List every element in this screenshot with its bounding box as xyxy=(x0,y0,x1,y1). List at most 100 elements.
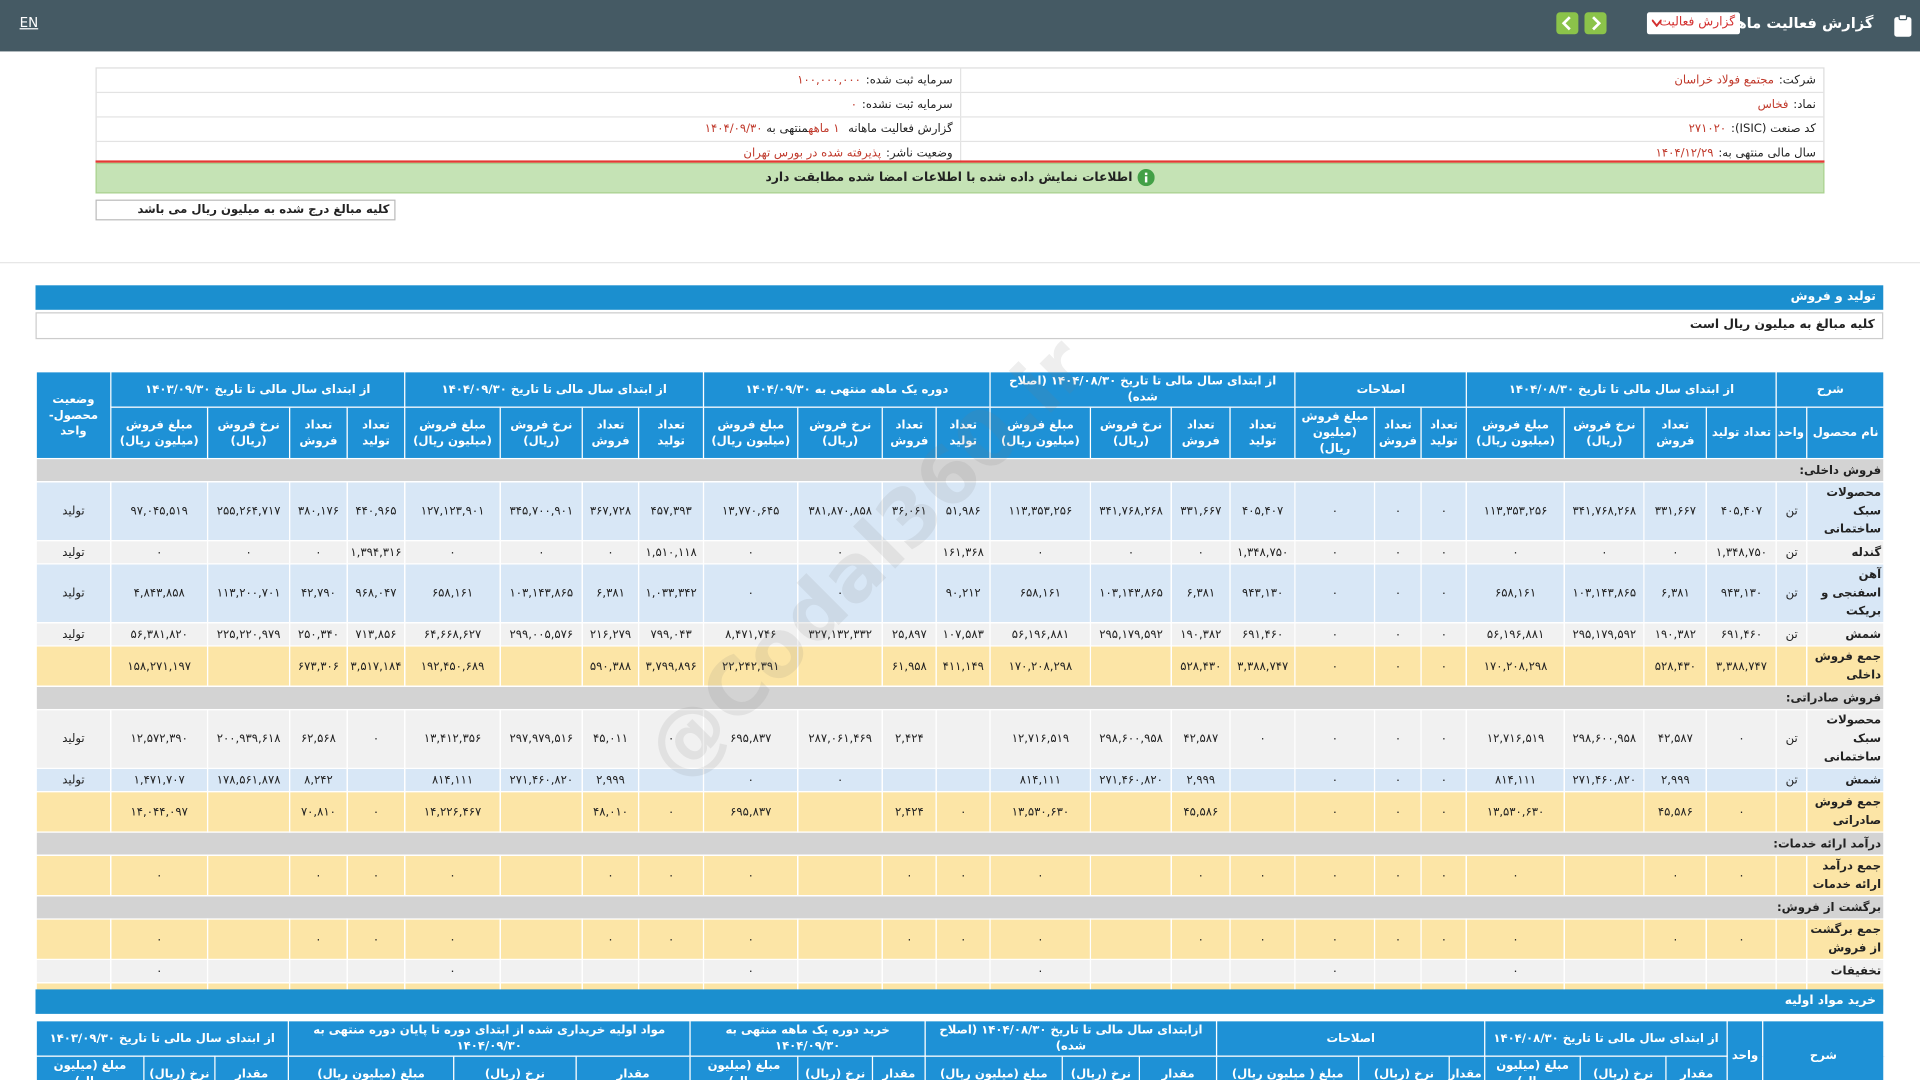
table-cell: ۰ xyxy=(1420,767,1468,793)
next-button[interactable] xyxy=(1584,12,1607,35)
table-cell xyxy=(1090,645,1173,687)
table-row: شمش تن ۶۹۱,۴۶۰ ۱۹۰,۳۸۲ ۲۹۵,۱۷۹,۵۹۲ ۵۶,۱۹۶,۸۸۱… xyxy=(35,622,1885,647)
table-cell: ۸۱۴,۱۱۱ xyxy=(989,767,1092,793)
column-header: تعداد تولید xyxy=(638,406,705,460)
column-header: مقدار xyxy=(1448,1055,1486,1080)
prev-button[interactable] xyxy=(1556,12,1579,35)
table-cell: ۱۲,۷۱۶,۵۱۹ xyxy=(1465,708,1566,769)
info-label: کد صنعت (ISIC): xyxy=(1731,122,1816,136)
table-cell: ۱۰۷,۵۸۳ xyxy=(935,622,991,647)
table-cell: ۰ xyxy=(1374,622,1422,647)
info-label: سرمایه ثبت شده: xyxy=(865,73,953,87)
info-label: وضعیت ناشر: xyxy=(886,146,953,161)
raw-materials-table: شرح واحد از ابتدای سال مالی تا تاریخ ۱۴۰۴/… xyxy=(35,1020,1885,1080)
language-link[interactable]: EN xyxy=(19,14,39,31)
group-header: ازابتدای سال مالی تا تاریخ ۱۴۰۴/۰۸/۳۰ (ا… xyxy=(924,1020,1218,1057)
column-header: مبلغ (میلیون ریال) xyxy=(1484,1055,1581,1080)
info-row: نماد: فخاس سرمایه ثبت نشده:۰ xyxy=(96,93,1824,118)
table-cell: ۱۹۲,۴۵۰,۶۸۹ xyxy=(404,645,501,687)
table-cell xyxy=(797,645,884,687)
table-cell: ۰ xyxy=(1294,481,1376,542)
table-cell: ۰ xyxy=(935,791,991,833)
table-cell: ۰ xyxy=(581,540,640,565)
table-cell: ۶۹۱,۴۶۰ xyxy=(1229,622,1296,647)
table-cell: ۰ xyxy=(638,854,705,897)
column-header: تعداد تولید xyxy=(1420,406,1468,460)
table-cell: ۱,۵۱۰,۱۱۸ xyxy=(638,540,705,565)
table-cell: ۰ xyxy=(1705,708,1778,769)
table-cell: ۰ xyxy=(346,918,406,961)
table-row: جمع درآمد ارائه خدمات ۰ ۰ ۰ ۰ ۰ ۰ ۰ ۰ ۰ ۰ ۰ ۰ ۰ ۰ ۰ ۰ ۰ ۰ xyxy=(35,854,1885,897)
table-cell: ۲,۹۹۹ xyxy=(1170,767,1231,793)
report-select[interactable]: گزارش فعالیت xyxy=(1646,12,1741,35)
info-cell: سرمایه ثبت نشده:۰ xyxy=(97,93,960,116)
table-cell: ۲۹۹,۰۰۵,۵۷۶ xyxy=(499,622,583,647)
table-cell: ۳۲۷,۱۳۲,۳۳۲ xyxy=(797,622,884,647)
group-header: واحد xyxy=(1726,1020,1764,1080)
table-cell: ۰ xyxy=(1229,708,1296,769)
column-header: تعداد فروش xyxy=(289,406,348,460)
table-cell: ۰ xyxy=(1294,563,1376,624)
column-header: نرخ (ریال) xyxy=(1579,1055,1667,1080)
table-cell: ۰ xyxy=(1294,918,1376,961)
table-row: تخفیفات ۰ ۰ ۰ ۰ ۰ ۰ xyxy=(35,958,1885,984)
table-cell xyxy=(881,958,937,984)
info-value: ۱ ماهه xyxy=(808,122,840,136)
top-bar: گزارش فعالیت ماهانه گزارش فعالیت EN xyxy=(0,0,1920,52)
table-cell: ۳,۳۸۸,۷۴۷ xyxy=(1229,645,1296,687)
table-cell xyxy=(1563,958,1645,984)
table-cell: ۸,۴۷۱,۷۴۶ xyxy=(702,622,799,647)
info-value: فخاس xyxy=(1757,97,1789,112)
table-cell: ۲۸۷,۰۶۱,۴۶۹ xyxy=(797,708,884,769)
column-header: مبلغ ( میلیون ریال) xyxy=(1216,1055,1360,1080)
table-cell: ۷۹۹,۰۴۳ xyxy=(638,622,705,647)
info-cell: شرکت: مجتمع فولاد خراسان xyxy=(960,68,1823,92)
table-cell: ۲۹۷,۹۷۹,۵۱۶ xyxy=(499,708,583,769)
table-cell: ۲۵۵,۲۶۴,۷۱۷ xyxy=(206,481,291,542)
group-header: شرح xyxy=(1775,371,1885,408)
table-cell: ۱۳,۵۳۰,۶۳۰ xyxy=(989,791,1092,833)
table-cell: ۶۴,۶۶۸,۶۲۷ xyxy=(404,622,501,647)
table-cell: ۰ xyxy=(1420,540,1468,565)
column-header: نرخ (ریال) xyxy=(1061,1055,1141,1080)
table-cell: ۰ xyxy=(1170,854,1231,897)
table-cell: ۰ xyxy=(110,540,209,565)
table-cell: ۶۵۸,۱۶۱ xyxy=(989,563,1092,624)
table-cell: ۱۰۳,۱۴۳,۸۶۵ xyxy=(1090,563,1173,624)
column-header: مبلغ فروش (میلیون ریال) xyxy=(404,406,501,460)
header-row: شرح از ابتدای سال مالی تا تاریخ ۱۴۰۴/۰۸/۳… xyxy=(35,371,1885,460)
table-cell xyxy=(1775,791,1808,833)
info-value: ۰ xyxy=(850,97,858,112)
info-label: منتهی به xyxy=(766,122,809,136)
table-row: گندله تن ۱,۳۴۸,۷۵۰ ۰ ۰ ۰ ۰ ۰ ۰ ۱,۳۴۸,۷۵۰ ۰ ۰ ۰ ۱۶۱,۳۶… xyxy=(35,540,1885,565)
table-cell: ۶,۳۸۱ xyxy=(1170,563,1231,624)
table-cell xyxy=(1563,791,1645,833)
column-header: تعداد تولید xyxy=(1705,406,1778,460)
table-cell: ۱۰۳,۱۴۳,۸۶۵ xyxy=(1563,563,1645,624)
table-cell: ۹۰,۲۱۲ xyxy=(935,563,991,624)
table-cell xyxy=(1229,958,1296,984)
table-cell xyxy=(1229,791,1296,833)
table-cell: ۰ xyxy=(1705,854,1778,897)
table-cell xyxy=(881,767,937,793)
table-cell: تولید xyxy=(35,540,112,565)
table-cell: ۱۹۰,۳۸۲ xyxy=(1170,622,1231,647)
table-cell: ۱۱۳,۳۵۳,۲۵۶ xyxy=(989,481,1092,542)
column-header: نام محصول xyxy=(1806,406,1885,460)
table-cell xyxy=(206,791,291,833)
table-cell: ۳۴۱,۷۶۸,۲۶۸ xyxy=(1090,481,1173,542)
table-cell: ۱,۳۹۴,۳۱۶ xyxy=(346,540,406,565)
table-cell xyxy=(35,645,112,687)
table-cell: ۰ xyxy=(1705,918,1778,961)
table-cell xyxy=(1775,645,1808,687)
table-cell: ۰ xyxy=(110,854,209,897)
production-sales-table: شرح از ابتدای سال مالی تا تاریخ ۱۴۰۴/۰۸/۳… xyxy=(35,371,1885,1007)
company-info: شرکت: مجتمع فولاد خراسان سرمایه ثبت شده: ۱… xyxy=(95,67,1825,168)
table-cell xyxy=(1775,854,1808,897)
table-cell: ۰ xyxy=(1705,791,1778,833)
table-cell: ۶,۳۸۱ xyxy=(581,563,640,624)
table-cell: ۲۹۸,۶۰۰,۹۵۸ xyxy=(1563,708,1645,769)
table-cell: ۳,۵۱۷,۱۸۴ xyxy=(346,645,406,687)
